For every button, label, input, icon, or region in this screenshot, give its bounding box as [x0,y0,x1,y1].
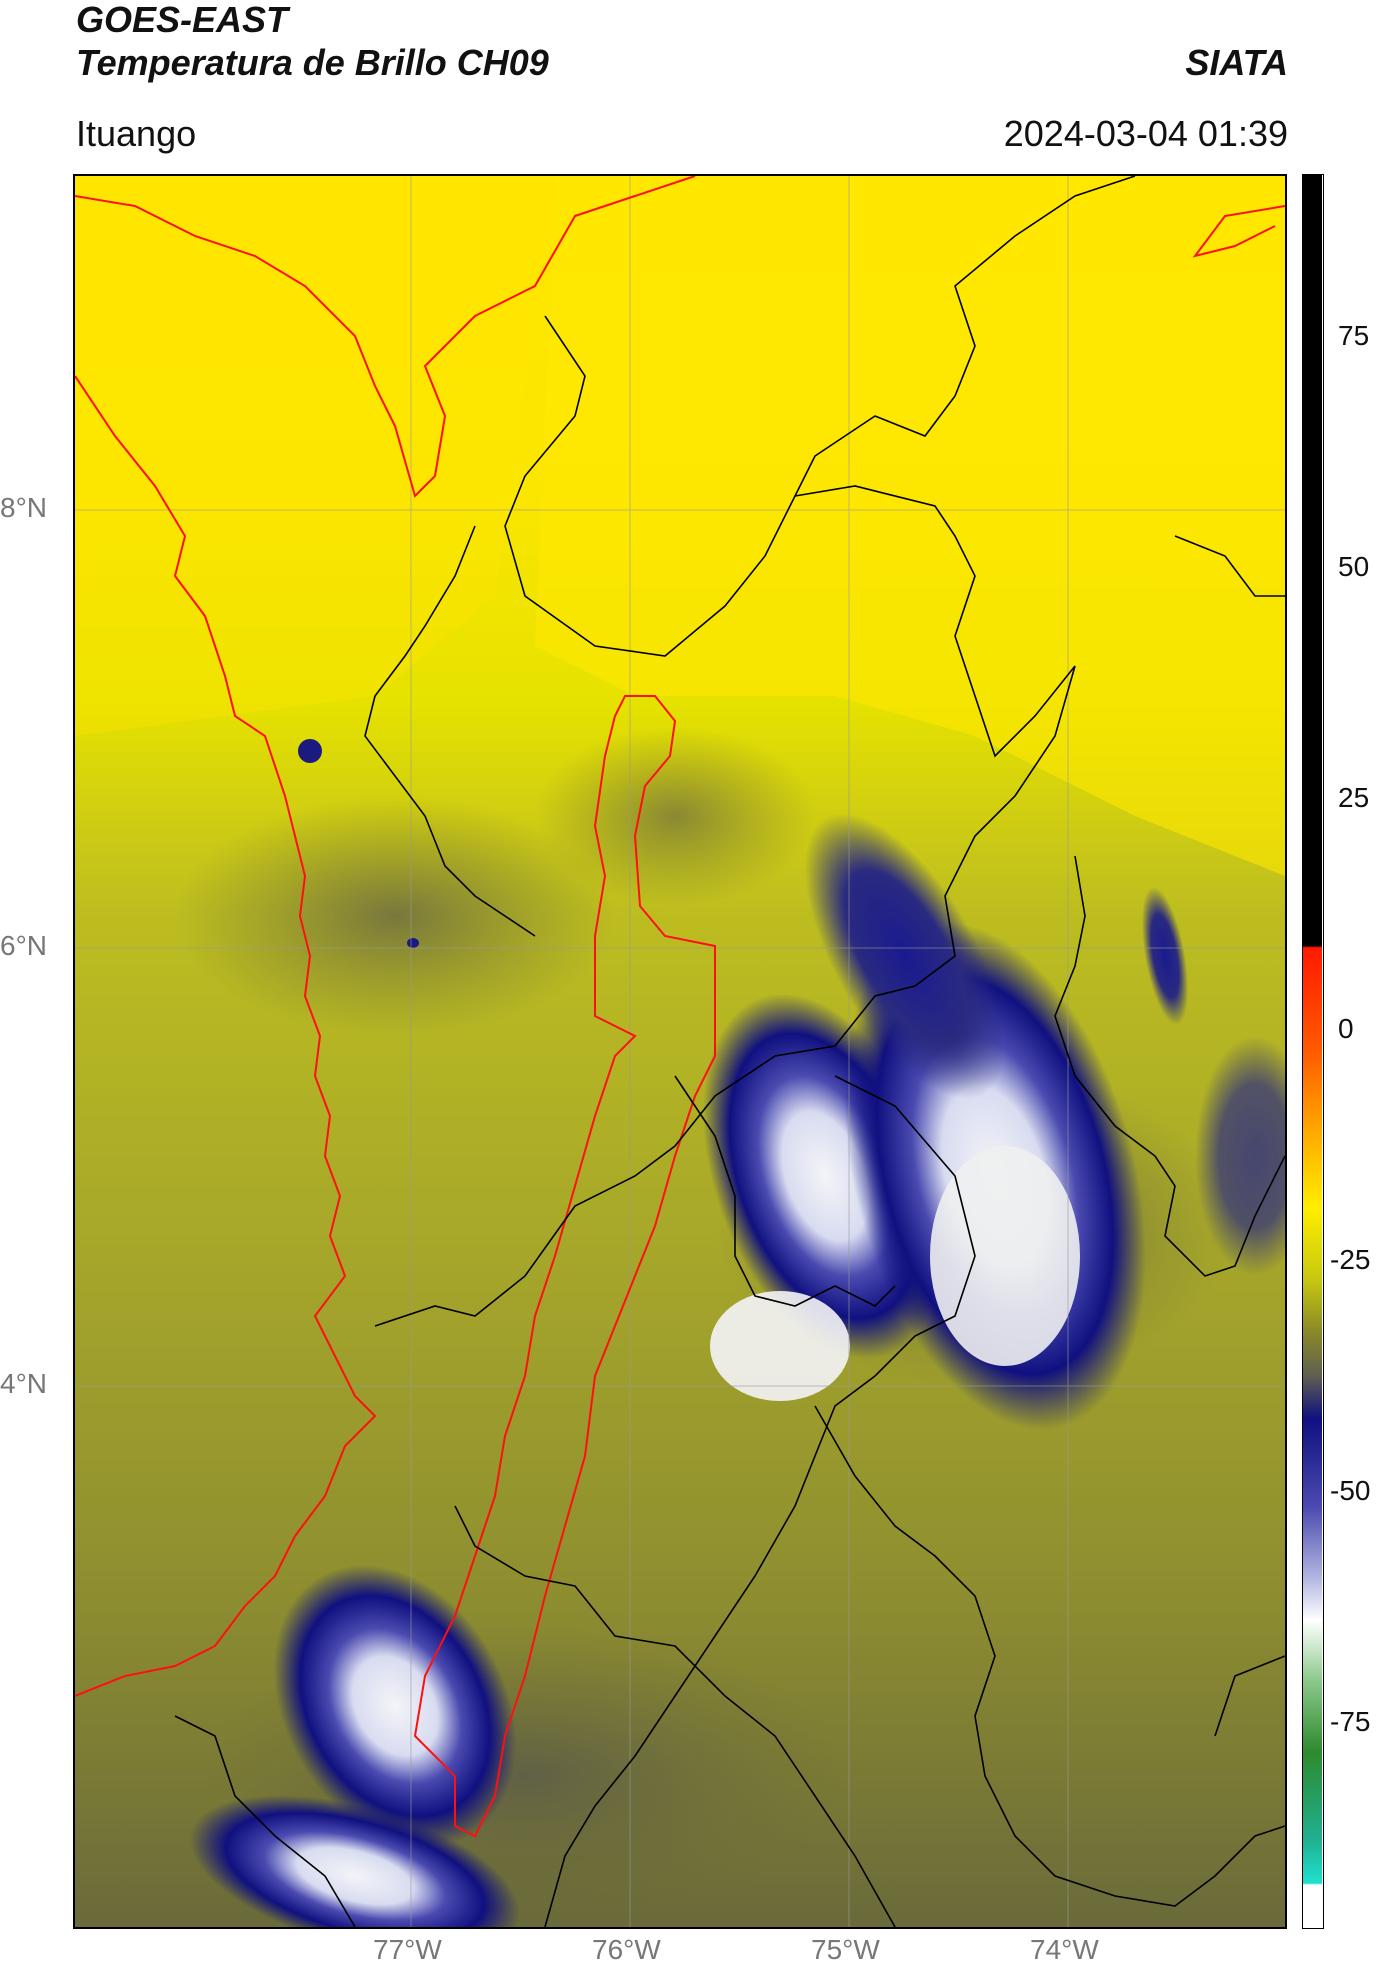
lat-label: 4°N [0,1368,47,1399]
satellite-title: GOES-EAST [76,0,289,40]
lat-label: 8°N [0,492,47,523]
colorbar-tick: 50 [1338,551,1370,582]
colorbar-tick: -50 [1330,1475,1371,1506]
colorbar [1302,174,1324,1929]
coastline [75,176,1285,1838]
colorbar-tick: 25 [1338,782,1370,813]
colorbar-tick: -25 [1330,1244,1371,1275]
lon-label: 75°W [811,1934,880,1965]
datetime-label: 2024-03-04 01:39 [1003,113,1288,154]
map-canvas [75,176,1285,1927]
admin-boundaries [174,176,1285,1927]
product-title: Temperatura de Brillo CH09 [76,42,549,83]
colorbar-tick: 0 [1338,1013,1354,1044]
lat-label: 6°N [0,930,47,961]
lon-label: 74°W [1030,1934,1099,1965]
agency-label: SIATA [1185,42,1288,83]
colorbar-tick: -75 [1330,1706,1371,1737]
satellite-map[interactable] [73,174,1287,1929]
lon-label: 76°W [592,1934,661,1965]
region-label: Ituango [76,113,197,154]
graticule [75,176,1285,1927]
colorbar-tick: 75 [1338,320,1370,351]
lon-label: 77°W [373,1934,442,1965]
